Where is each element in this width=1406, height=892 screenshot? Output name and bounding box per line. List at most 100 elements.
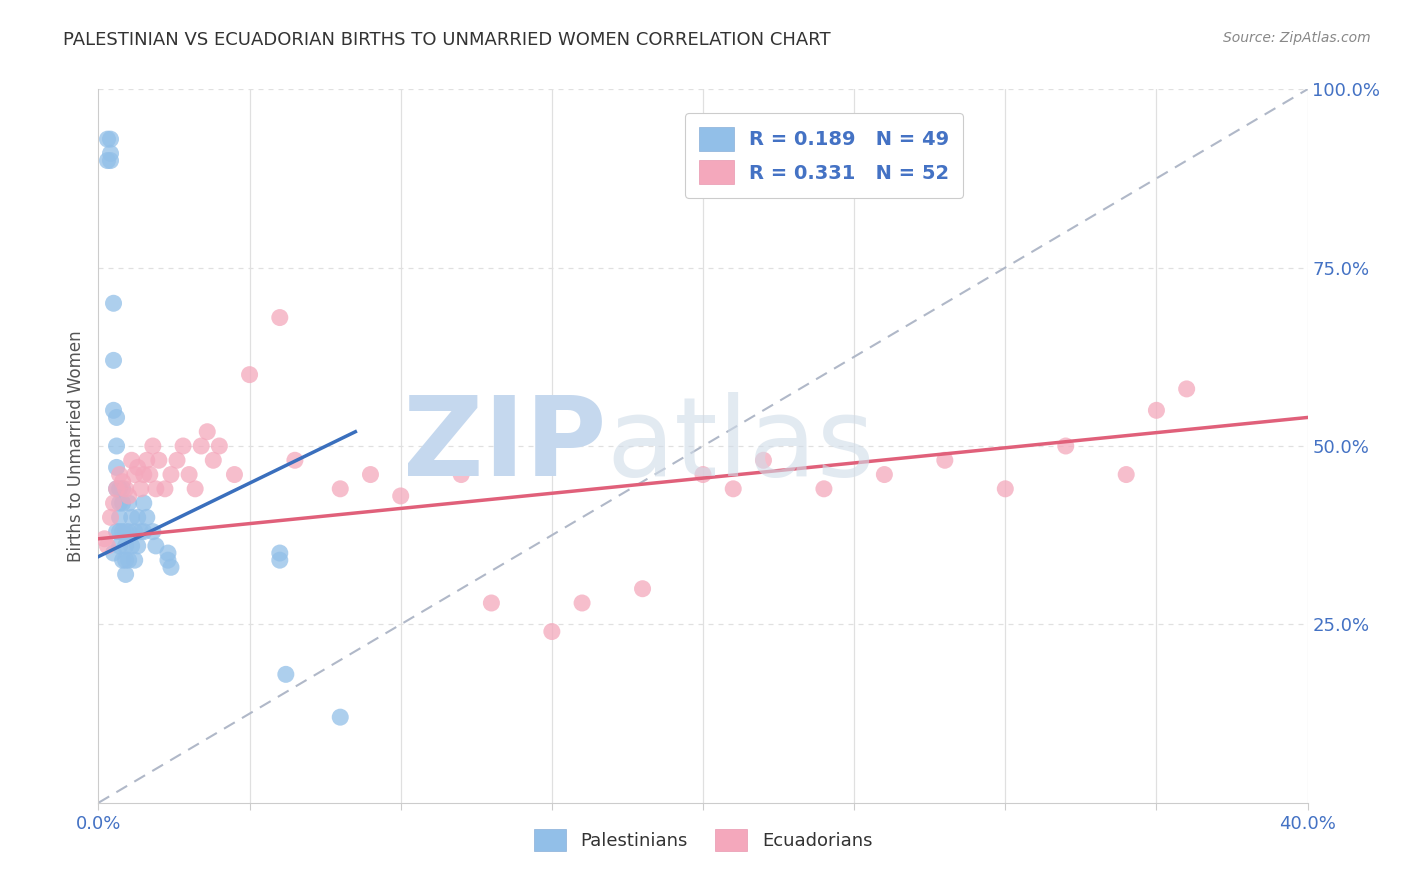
Point [118,524,141,539]
Point [105,524,128,539]
Point [148,453,170,467]
Point [195,425,218,439]
Point [813,482,835,496]
Point [118,489,141,503]
Point [179,467,201,482]
Point [132,524,155,539]
Point [145,482,167,496]
Point [450,467,472,482]
Point [124,553,146,567]
Point [132,467,155,482]
Point [103,496,125,510]
Point [284,453,307,467]
Point [239,368,262,382]
Point [692,467,714,482]
Point [142,439,165,453]
Text: atlas: atlas [606,392,875,500]
Point [329,710,352,724]
Point [1175,382,1198,396]
Point [121,453,143,467]
Point [105,482,128,496]
Point [105,460,128,475]
Point [360,467,382,482]
Point [114,567,136,582]
Point [1144,403,1167,417]
Point [100,510,122,524]
Point [93,532,115,546]
Point [111,475,134,489]
Point [132,496,155,510]
Point [127,460,149,475]
Point [100,132,122,146]
Text: ZIP: ZIP [404,392,606,500]
Point [723,482,745,496]
Point [269,310,291,325]
Point [135,510,157,524]
Point [389,489,412,503]
Point [127,510,149,524]
Point [994,482,1017,496]
Text: Source: ZipAtlas.com: Source: ZipAtlas.com [1223,31,1371,45]
Point [160,560,183,574]
Point [105,482,128,496]
Point [114,553,136,567]
Point [156,546,179,560]
Point [329,482,352,496]
Point [118,496,141,510]
Point [114,482,136,496]
Point [103,353,125,368]
Point [118,553,141,567]
Point [129,482,152,496]
Point [96,132,118,146]
Point [103,296,125,310]
Point [934,453,956,467]
Point [96,153,118,168]
Point [166,453,188,467]
Point [111,524,134,539]
Point [184,482,207,496]
Point [1115,467,1137,482]
Point [96,539,118,553]
Point [172,439,194,453]
Point [208,439,231,453]
Point [111,496,134,510]
Point [274,667,297,681]
Point [121,510,143,524]
Point [153,482,176,496]
Point [1054,439,1077,453]
Point [481,596,503,610]
Point [124,524,146,539]
Point [540,624,562,639]
Point [129,524,152,539]
Point [269,553,291,567]
Point [224,467,246,482]
Point [114,524,136,539]
Point [108,482,131,496]
Point [139,467,162,482]
Point [108,496,131,510]
Point [873,467,896,482]
Legend: Palestinians, Ecuadorians: Palestinians, Ecuadorians [526,822,880,858]
Point [103,546,125,560]
Point [202,453,225,467]
Point [103,403,125,417]
Point [145,539,167,553]
Point [108,524,131,539]
Point [269,546,291,560]
Point [156,553,179,567]
Y-axis label: Births to Unmarried Women: Births to Unmarried Women [66,330,84,562]
Point [142,524,165,539]
Point [124,467,146,482]
Point [108,539,131,553]
Point [100,146,122,161]
Point [108,510,131,524]
Point [111,553,134,567]
Point [752,453,775,467]
Point [571,596,593,610]
Point [108,467,131,482]
Text: PALESTINIAN VS ECUADORIAN BIRTHS TO UNMARRIED WOMEN CORRELATION CHART: PALESTINIAN VS ECUADORIAN BIRTHS TO UNMA… [63,31,831,49]
Point [127,539,149,553]
Point [631,582,654,596]
Point [160,467,183,482]
Point [105,439,128,453]
